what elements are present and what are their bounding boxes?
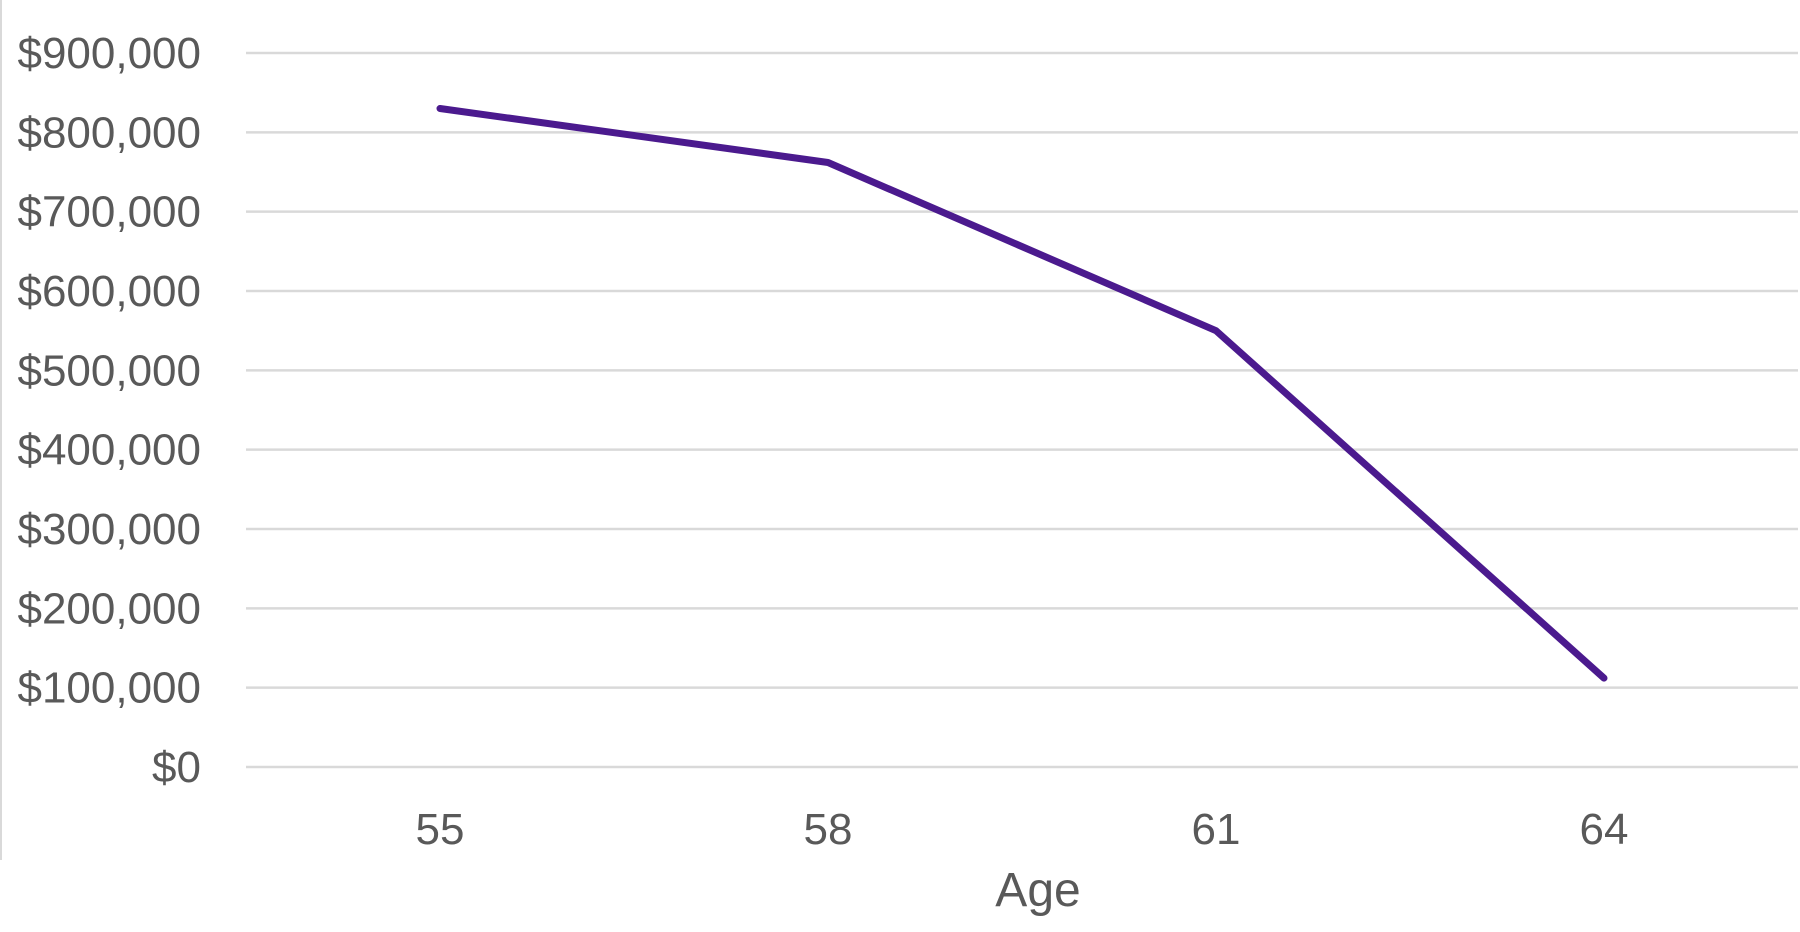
x-axis-title: Age: [995, 864, 1080, 917]
y-tick-label: $300,000: [17, 505, 201, 554]
x-tick-label: 61: [1192, 805, 1241, 854]
series-group: [436, 105, 1608, 682]
x-tick-label: 55: [416, 805, 465, 854]
y-tick-label: $900,000: [17, 29, 201, 78]
y-tick-label: $100,000: [17, 664, 201, 713]
y-axis-ticks: $0 $100,000 $200,000 $300,000 $400,000 $500,0…: [17, 29, 201, 792]
x-axis-ticks: 55 58 61 64: [416, 805, 1629, 854]
y-tick-label: $700,000: [17, 188, 201, 237]
y-tick-label: $0: [152, 743, 201, 792]
series-line: [436, 105, 1608, 682]
x-tick-label: 64: [1580, 805, 1629, 854]
y-tick-label: $400,000: [17, 426, 201, 475]
x-tick-label: 58: [804, 805, 853, 854]
y-tick-label: $800,000: [17, 108, 201, 157]
y-tick-label: $600,000: [17, 267, 201, 316]
y-tick-label: $500,000: [17, 346, 201, 395]
y-tick-label: $200,000: [17, 584, 201, 633]
gridlines: [246, 51, 1798, 769]
